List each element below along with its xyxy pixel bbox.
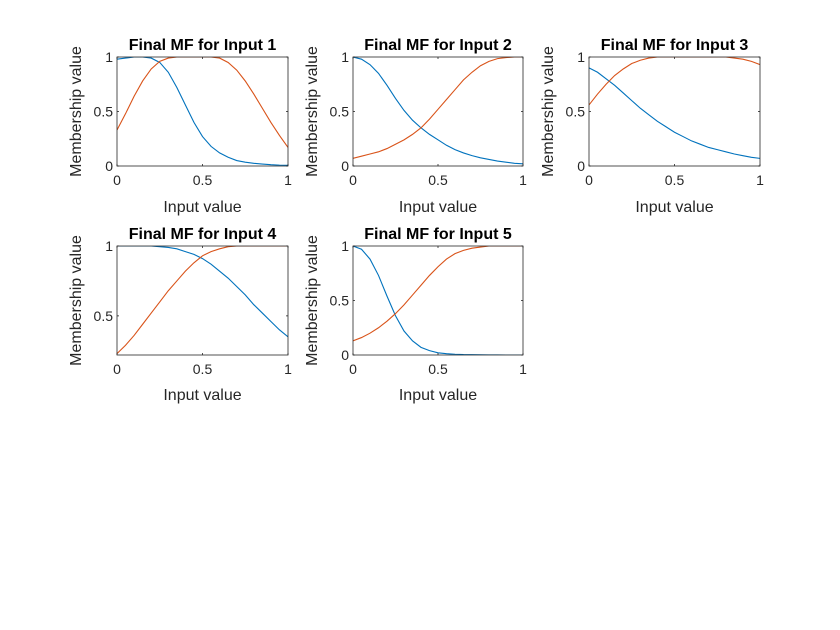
- series-line-2: [589, 57, 760, 106]
- plot-area: [589, 57, 760, 166]
- x-tick-label: 1: [519, 361, 527, 377]
- y-tick-label: 0.5: [94, 104, 114, 120]
- x-tick-label: 0.5: [193, 172, 213, 188]
- subplot-5: Final MF for Input 5 Input value Members…: [304, 226, 527, 404]
- x-tick-label: 0: [349, 172, 357, 188]
- y-tick-label: 0: [341, 158, 349, 174]
- x-tick-label: 0.5: [193, 361, 213, 377]
- series-line-2: [117, 57, 288, 148]
- subplot-3: Final MF for Input 3 Input value Members…: [540, 37, 764, 216]
- x-axis-label: Input value: [163, 199, 241, 216]
- y-axis-label: Membership value: [68, 235, 85, 366]
- y-axis-label: Membership value: [304, 235, 321, 366]
- x-tick-label: 1: [519, 172, 527, 188]
- subplot-title: Final MF for Input 3: [601, 37, 749, 54]
- y-tick-label: 1: [105, 49, 113, 65]
- y-tick-label: 0.5: [94, 308, 114, 324]
- x-tick-label: 0.5: [665, 172, 685, 188]
- x-axis-label: Input value: [163, 387, 241, 404]
- plot-area: [353, 57, 523, 166]
- series-line-2: [117, 246, 288, 354]
- x-tick-label: 0.5: [428, 172, 448, 188]
- x-axis-label: Input value: [635, 199, 713, 216]
- x-axis-label: Input value: [399, 199, 477, 216]
- x-tick-label: 1: [284, 361, 292, 377]
- x-tick-label: 1: [756, 172, 764, 188]
- subplot-4: Final MF for Input 4 Input value Members…: [68, 226, 292, 404]
- plot-area: [353, 246, 523, 355]
- x-tick-label: 0.5: [428, 361, 448, 377]
- subplot-title: Final MF for Input 5: [364, 226, 512, 243]
- series-line-1: [589, 67, 760, 159]
- y-axis-label: Membership value: [540, 46, 557, 177]
- y-tick-label: 0.5: [330, 293, 350, 309]
- y-tick-label: 1: [105, 238, 113, 254]
- x-tick-label: 0: [113, 172, 121, 188]
- y-tick-label: 1: [341, 49, 349, 65]
- y-tick-label: 0.5: [330, 104, 350, 120]
- y-tick-label: 1: [577, 49, 585, 65]
- x-tick-label: 1: [284, 172, 292, 188]
- series-line-1: [353, 57, 523, 165]
- y-axis-label: Membership value: [68, 46, 85, 177]
- x-tick-label: 0: [585, 172, 593, 188]
- series-line-2: [353, 57, 523, 159]
- subplot-1: Final MF for Input 1 Input value Members…: [68, 37, 292, 216]
- x-tick-label: 0: [349, 361, 357, 377]
- subplot-title: Final MF for Input 1: [129, 37, 277, 54]
- y-tick-label: 1: [341, 238, 349, 254]
- plot-area: [117, 246, 288, 355]
- subplot-2: Final MF for Input 2 Input value Members…: [304, 37, 527, 216]
- x-tick-label: 0: [113, 361, 121, 377]
- subplot-title: Final MF for Input 2: [364, 37, 512, 54]
- y-axis-label: Membership value: [304, 46, 321, 177]
- plot-area: [117, 57, 288, 166]
- subplot-title: Final MF for Input 4: [129, 226, 277, 243]
- x-axis-label: Input value: [399, 387, 477, 404]
- y-tick-label: 0: [577, 158, 585, 174]
- y-tick-label: 0.5: [566, 104, 586, 120]
- series-line-1: [117, 246, 288, 338]
- y-tick-label: 0: [105, 158, 113, 174]
- y-tick-label: 0: [341, 347, 349, 363]
- series-line-2: [353, 246, 523, 342]
